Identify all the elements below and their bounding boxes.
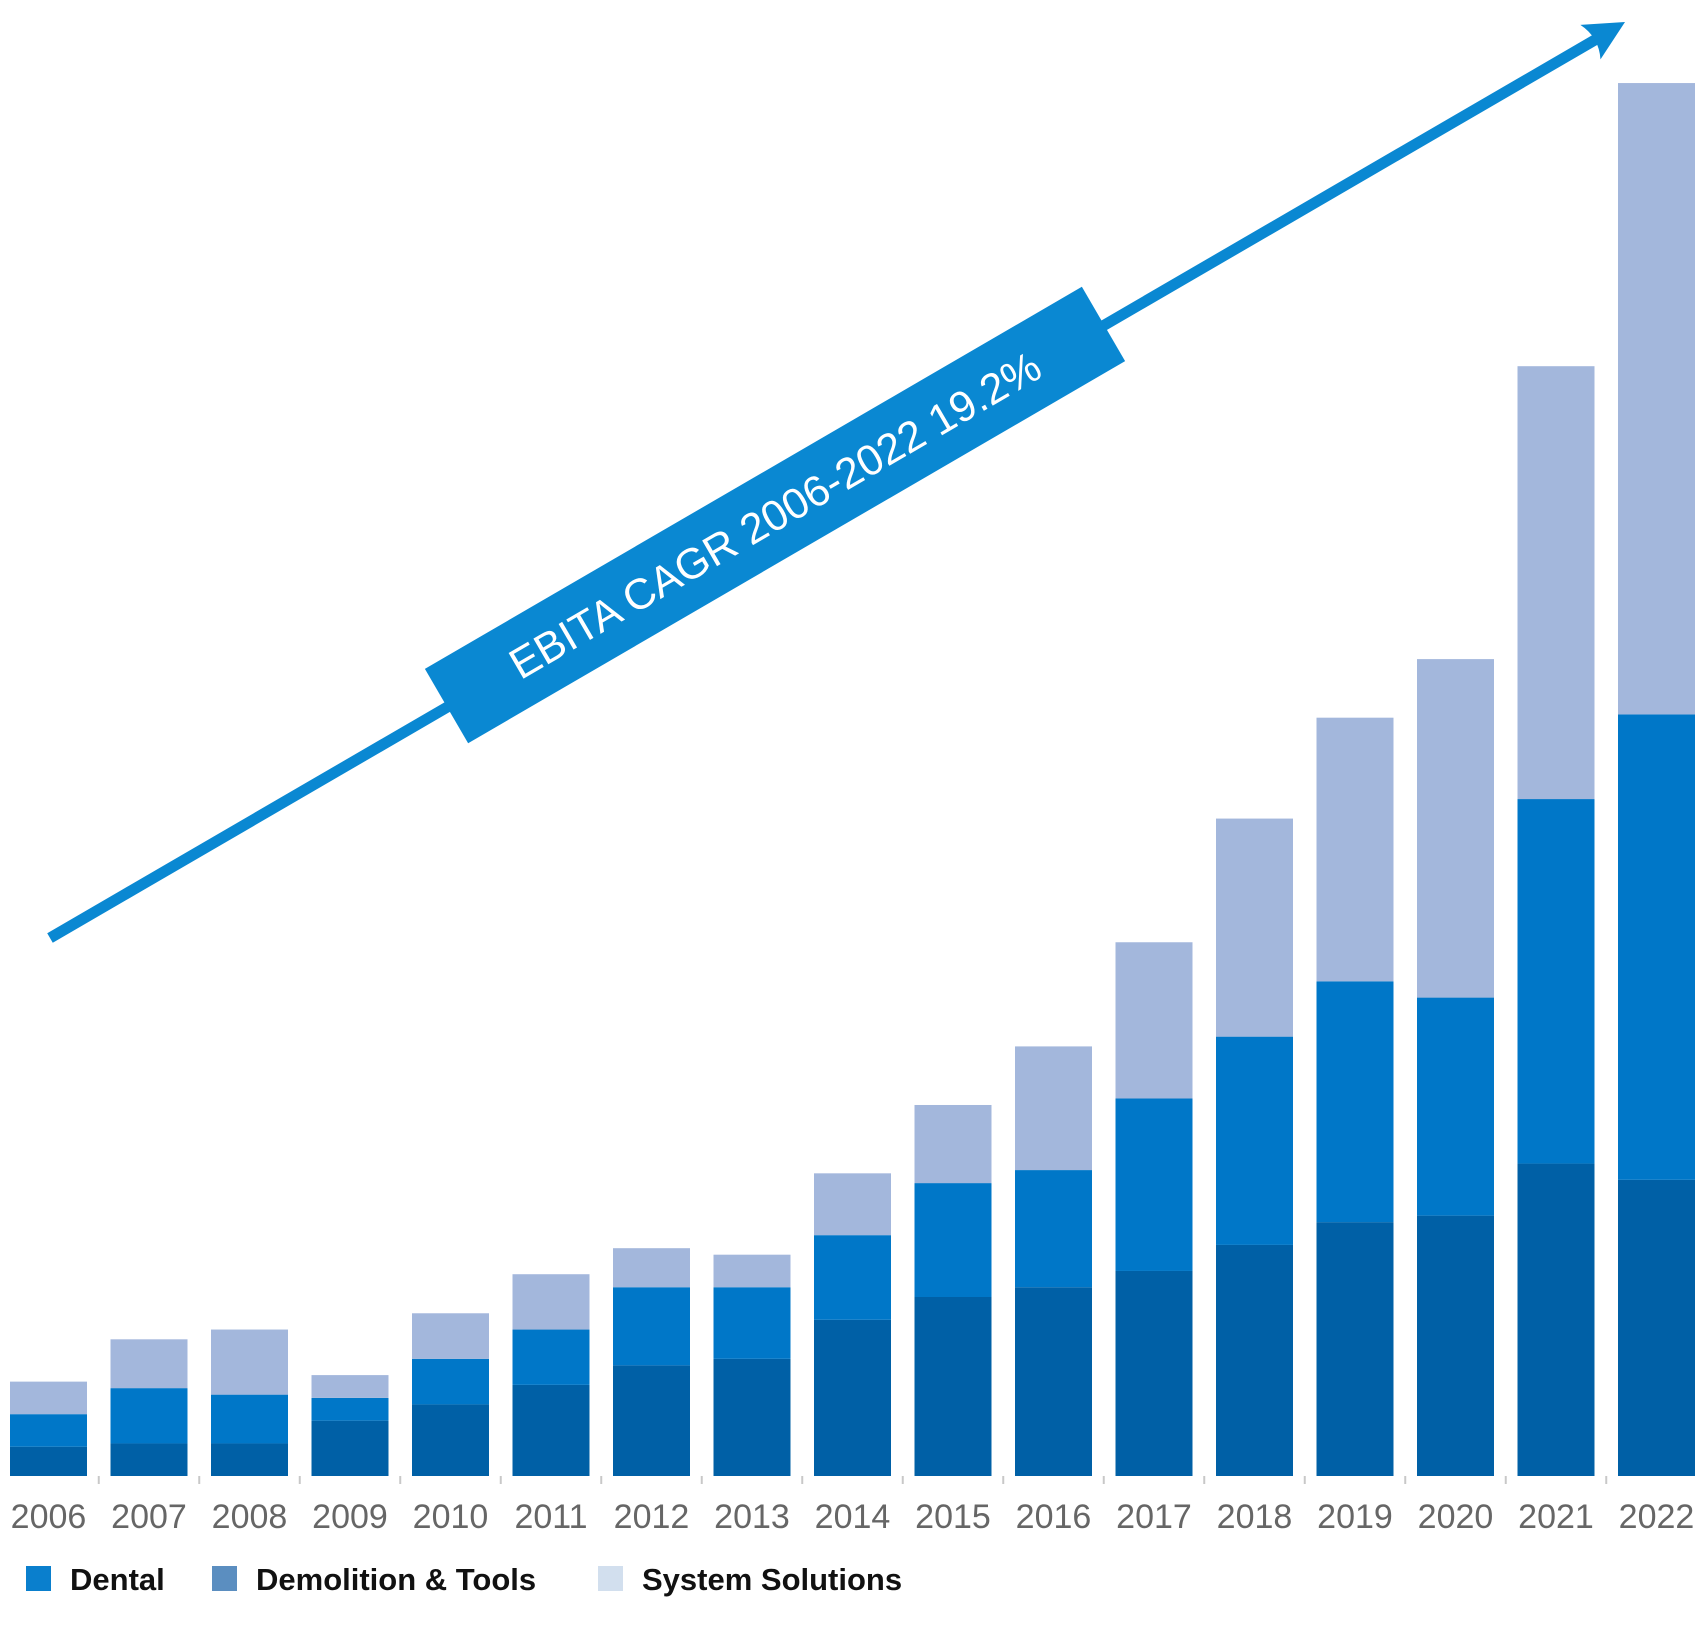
bar-segment-2016-demolition-tools [1015,1287,1092,1476]
x-tick-label: 2021 [1518,1498,1594,1536]
bar-segment-2010-demolition-tools [412,1404,489,1476]
bar-segment-2021-system-solutions [1517,366,1595,800]
legend-swatch [26,1566,51,1591]
bar-segment-2013-system-solutions [713,1254,791,1288]
legend: Dental Demolition & Tools System Solutions [26,1562,902,1597]
bar-segment-2010-dental [412,1358,489,1405]
x-tick-label: 2009 [312,1498,388,1536]
bar-segment-2011-demolition-tools [512,1384,590,1476]
x-tick-label: 2011 [514,1498,587,1536]
bar-segment-2017-dental [1115,1098,1193,1271]
x-tick-label: 2020 [1418,1498,1494,1536]
bar-segment-2017-system-solutions [1115,942,1193,1099]
bar-segment-2019-system-solutions [1316,717,1394,982]
bar-segment-2019-demolition-tools [1316,1222,1394,1476]
bar-segment-2006-system-solutions [10,1381,87,1415]
bar-segment-2007-dental [110,1388,188,1444]
bar-segment-2018-system-solutions [1216,818,1293,1037]
bar-segment-2022-demolition-tools [1618,1179,1695,1476]
x-tick-label: 2008 [212,1498,288,1536]
bar-segment-2012-dental [613,1287,690,1366]
bar-segment-2015-dental [914,1183,992,1297]
bar-segment-2006-demolition-tools [10,1446,87,1476]
x-tick-label: 2013 [714,1498,790,1536]
bar-segment-2007-demolition-tools [110,1443,188,1476]
bar-segment-2020-dental [1417,997,1494,1216]
cagr-arrow: EBITA CAGR 2006-2022 19.2% [47,22,1625,943]
bar-segment-2017-demolition-tools [1115,1270,1193,1476]
bar-segment-2013-demolition-tools [713,1358,791,1476]
bar-segment-2008-dental [211,1394,288,1444]
x-tick-label: 2014 [815,1498,891,1536]
legend-swatch [598,1566,623,1591]
bar-segment-2014-dental [814,1235,891,1320]
bar-segment-2019-dental [1316,981,1394,1223]
x-tick-label: 2019 [1317,1498,1393,1536]
x-tick-label: 2006 [11,1498,87,1536]
x-tick-label: 2015 [915,1498,991,1536]
bar-segment-2009-demolition-tools [311,1420,389,1476]
bar-segment-2006-dental [10,1414,87,1447]
x-axis: 2006 2007 2008 2009 2010 2011 2012 2013 2014 2015… [11,1476,1695,1536]
bar-segment-2012-demolition-tools [613,1365,690,1476]
cagr-label-background [424,286,1126,744]
x-tick-label: 2012 [614,1498,690,1536]
x-tick-label: 2007 [111,1498,187,1536]
legend-label: System Solutions [642,1562,902,1597]
x-tick-label: 2010 [413,1498,489,1536]
bar-segment-2014-system-solutions [814,1173,891,1236]
bar-segment-2014-demolition-tools [814,1319,891,1476]
bar-segment-2013-dental [713,1287,791,1359]
bar-segment-2020-system-solutions [1417,659,1494,998]
bar-segment-2015-system-solutions [914,1104,992,1184]
legend-swatch [212,1566,237,1591]
bars-group [10,83,1695,1476]
legend-label: Dental [70,1562,165,1597]
x-tick-label: 2018 [1217,1498,1293,1536]
bar-segment-2018-dental [1216,1036,1293,1245]
arrowhead-shape [1580,22,1625,60]
bar-segment-2007-system-solutions [110,1339,188,1389]
cagr-label-box: EBITA CAGR 2006-2022 19.2% [424,286,1126,744]
x-tick-label: 2017 [1116,1498,1192,1536]
x-tick-label: 2016 [1016,1498,1092,1536]
bar-segment-2009-dental [311,1397,389,1421]
bar-segment-2022-dental [1618,714,1695,1180]
bar-segment-2011-system-solutions [512,1274,590,1330]
bar-segment-2022-system-solutions [1618,83,1695,715]
bar-segment-2016-dental [1015,1170,1092,1288]
bar-segment-2010-system-solutions [412,1313,489,1359]
bar-segment-2008-demolition-tools [211,1443,288,1476]
bar-segment-2008-system-solutions [211,1329,288,1395]
bar-segment-2012-system-solutions [613,1248,690,1288]
bar-segment-2020-demolition-tools [1417,1215,1494,1476]
bar-segment-2016-system-solutions [1015,1046,1092,1171]
bar-segment-2009-system-solutions [311,1375,389,1398]
cagr-label: EBITA CAGR 2006-2022 19.2% [501,343,1049,689]
bar-segment-2018-demolition-tools [1216,1244,1293,1476]
bar-segment-2021-demolition-tools [1517,1163,1595,1476]
x-tick-label: 2022 [1619,1498,1695,1536]
bar-segment-2011-dental [512,1329,590,1385]
legend-label: Demolition & Tools [256,1562,536,1597]
bar-segment-2021-dental [1517,799,1595,1164]
bar-segment-2015-demolition-tools [914,1297,992,1476]
arrow-head [1580,22,1625,60]
